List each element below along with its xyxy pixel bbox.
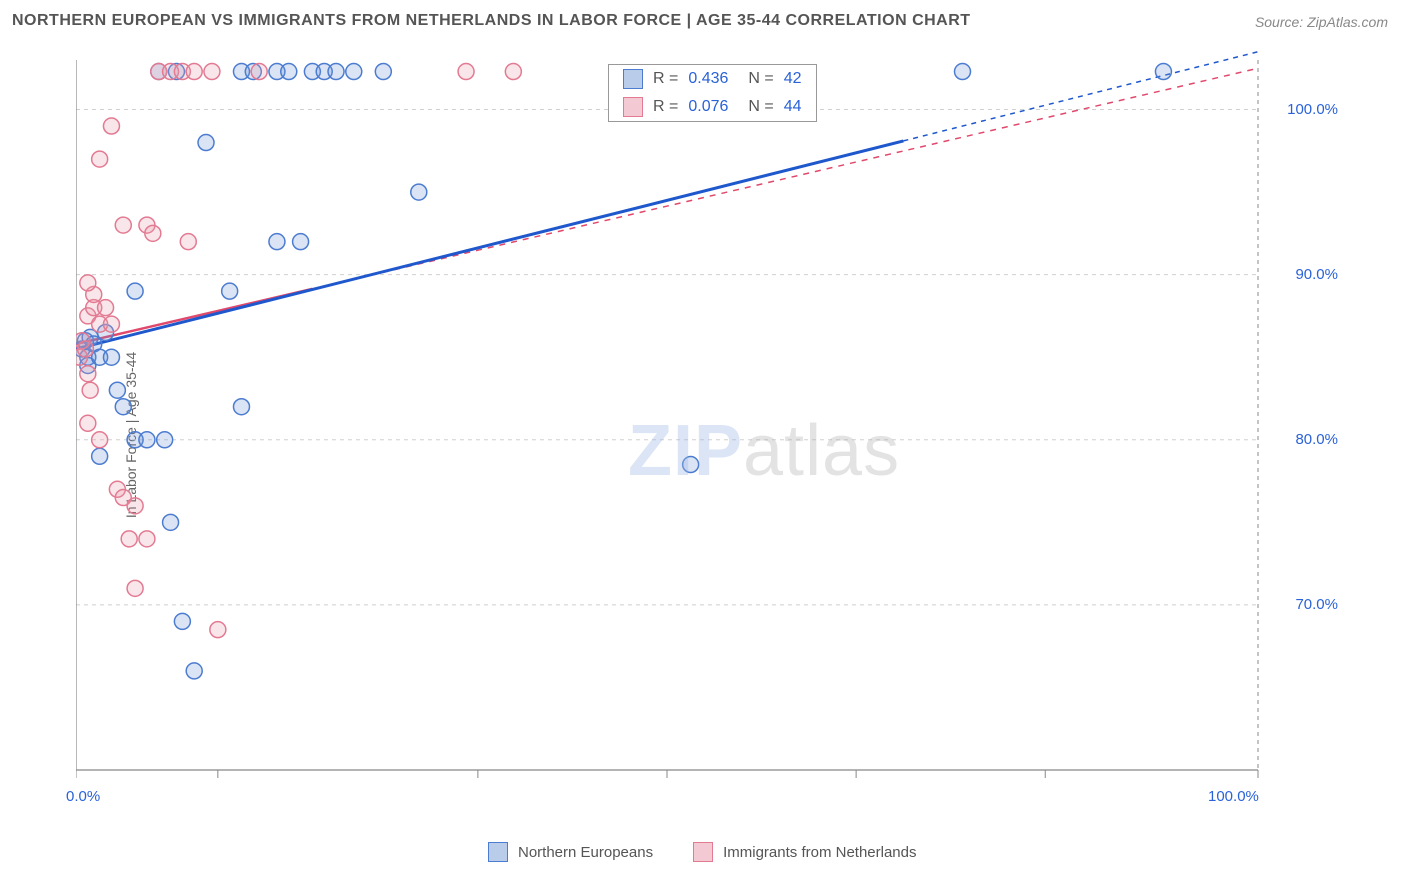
series-legend: Northern Europeans Immigrants from Nether…	[488, 842, 947, 862]
legend-label: Immigrants from Netherlands	[723, 844, 916, 861]
chart-container: NORTHERN EUROPEAN VS IMMIGRANTS FROM NET…	[0, 0, 1406, 892]
legend-swatch	[488, 842, 508, 862]
source-label: Source: ZipAtlas.com	[1255, 14, 1388, 30]
n-value: 42	[784, 70, 802, 88]
stats-legend: R = 0.436 N = 42 R = 0.076 N = 44	[608, 64, 817, 122]
r-value: 0.076	[688, 98, 728, 116]
legend-swatch	[623, 69, 643, 89]
x-tick-label: 0.0%	[66, 788, 100, 805]
chart-title: NORTHERN EUROPEAN VS IMMIGRANTS FROM NET…	[12, 12, 971, 30]
legend-swatch	[693, 842, 713, 862]
y-tick-label: 100.0%	[1268, 101, 1338, 118]
y-tick-label: 80.0%	[1268, 431, 1338, 448]
y-tick-label: 70.0%	[1268, 596, 1338, 613]
stats-legend-row: R = 0.076 N = 44	[609, 93, 816, 121]
legend-swatch	[623, 97, 643, 117]
stats-legend-row: R = 0.436 N = 42	[609, 65, 816, 93]
n-value: 44	[784, 98, 802, 116]
y-tick-label: 90.0%	[1268, 266, 1338, 283]
plot-wrap: In Labor Force | Age 35-44 ZIPatlas R =0…	[48, 50, 1348, 820]
legend-label: Northern Europeans	[518, 844, 653, 861]
r-value: 0.436	[688, 70, 728, 88]
n-label: N =	[748, 70, 773, 88]
r-label: R =	[653, 98, 678, 116]
scatter-plot	[76, 50, 1348, 820]
x-tick-label: 100.0%	[1208, 788, 1259, 805]
n-label: N =	[748, 98, 773, 116]
r-label: R =	[653, 70, 678, 88]
